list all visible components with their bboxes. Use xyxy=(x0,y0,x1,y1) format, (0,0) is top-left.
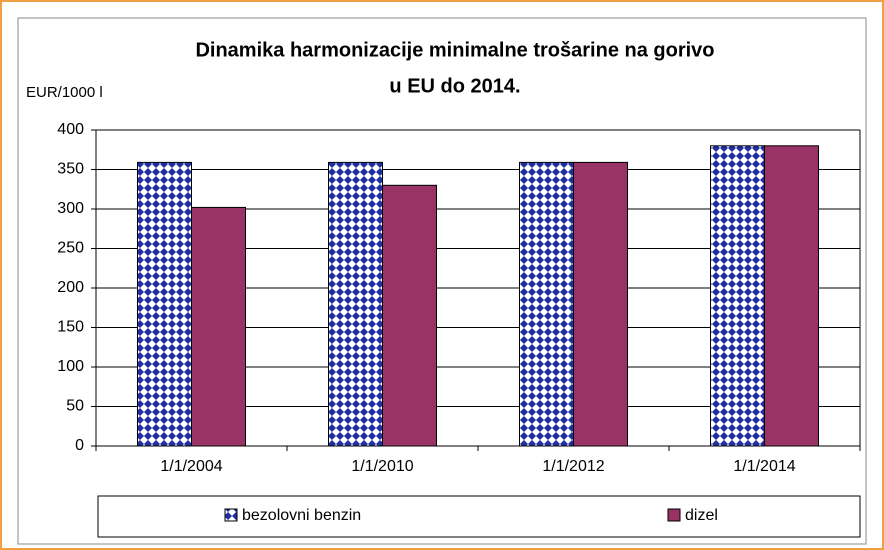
y-tick-label: 250 xyxy=(57,240,84,257)
y-tick-label: 100 xyxy=(57,358,84,375)
y-tick-label: 200 xyxy=(57,279,84,296)
bar xyxy=(382,184,437,447)
bar xyxy=(573,161,628,447)
y-tick-label: 150 xyxy=(57,319,84,336)
legend-swatch xyxy=(667,508,681,522)
y-axis-label: EUR/1000 l xyxy=(26,84,103,101)
x-tick-label: 1/1/2004 xyxy=(160,458,222,475)
bar xyxy=(710,145,765,447)
y-tick-label: 0 xyxy=(75,437,84,454)
bar xyxy=(328,161,383,447)
y-tick-label: 350 xyxy=(57,161,84,178)
legend-label: bezolovni benzin xyxy=(242,507,361,524)
chart-border xyxy=(17,17,867,545)
x-tick-label: 1/1/2010 xyxy=(351,458,413,475)
bar xyxy=(764,145,819,447)
y-tick-label: 300 xyxy=(57,200,84,217)
legend-label: dizel xyxy=(685,507,718,524)
legend-swatch xyxy=(224,508,238,522)
chart-title: u EU do 2014. xyxy=(389,75,520,97)
y-tick-label: 50 xyxy=(66,398,84,415)
legend xyxy=(97,495,861,538)
bar xyxy=(519,161,574,447)
bar xyxy=(191,206,246,447)
y-tick-label: 400 xyxy=(57,121,84,138)
x-tick-label: 1/1/2014 xyxy=(733,458,795,475)
bar xyxy=(137,161,192,447)
x-tick-label: 1/1/2012 xyxy=(542,458,604,475)
chart-title: Dinamika harmonizacije minimalne trošari… xyxy=(195,39,714,61)
